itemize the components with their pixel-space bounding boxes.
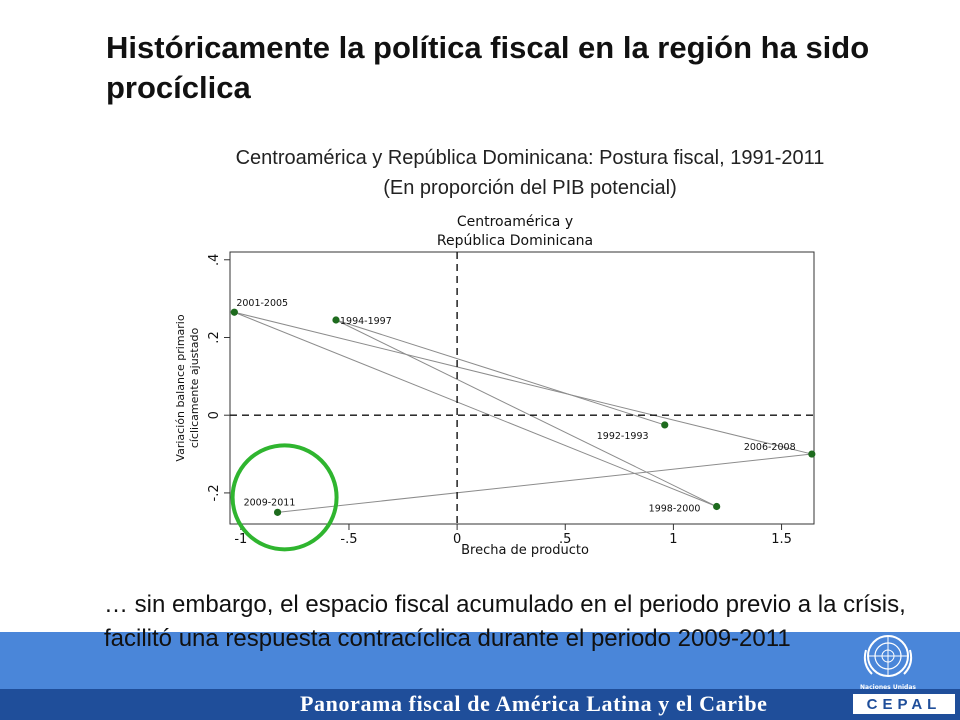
data-point xyxy=(332,316,340,324)
footer-bar xyxy=(0,689,960,720)
connection-line xyxy=(335,319,665,426)
data-point xyxy=(713,502,721,511)
y-tick-label: -.2 xyxy=(207,484,222,501)
data-point-label: 2001-2005 xyxy=(236,298,288,309)
x-tick-label: -.5 xyxy=(340,532,357,547)
scatter-chart: Centroamérica y República Dominicana -1-… xyxy=(174,214,816,558)
data-point-label: 1992-1993 xyxy=(597,431,649,442)
data-points: 1992-1993 1994-1997 1998-2000 2001-2005 2006… xyxy=(230,298,816,552)
un-emblem-icon: Naciones Unidas xyxy=(860,635,916,691)
y-tick-label: 0 xyxy=(207,411,222,419)
data-point xyxy=(661,421,669,429)
subtitle-line-1: Centroamérica y República Dominicana: Po… xyxy=(235,147,825,169)
data-point-label: 1994-1997 xyxy=(340,316,392,327)
chart-title-line-2: República Dominicana xyxy=(437,233,593,249)
plot-area xyxy=(229,251,815,525)
data-point xyxy=(808,450,816,458)
axis-ticks: -1 -.5 0 .5 1 1.5 -.2 0 .2 .4 xyxy=(207,254,792,547)
subtitle-line-2: (En proporción del PIB potencial) xyxy=(383,177,677,199)
y-axis-label-line-2: cíclicamente ajustado xyxy=(188,328,201,449)
connection-line xyxy=(335,319,717,507)
reference-lines xyxy=(230,252,814,524)
x-tick-label: .5 xyxy=(559,532,571,547)
slide-title: Históricamente la política fiscal en la … xyxy=(106,30,870,105)
data-point-label: 2006-2008 xyxy=(744,442,796,453)
connection-line xyxy=(234,311,717,507)
data-point-label: 2009-2011 xyxy=(244,497,296,508)
x-tick-label: 1 xyxy=(669,532,677,547)
data-point xyxy=(230,308,238,316)
chart-title-line-1: Centroamérica y xyxy=(457,214,573,230)
y-tick-label: .2 xyxy=(207,331,222,343)
chart-subtitle: Centroamérica y República Dominicana: Po… xyxy=(130,143,930,203)
highlight-circle xyxy=(230,443,339,552)
cepal-logo: CEPAL xyxy=(852,693,956,715)
x-tick-label: 1.5 xyxy=(771,532,792,547)
data-point-label: 1998-2000 xyxy=(649,504,701,515)
x-tick-label: -1 xyxy=(234,532,247,547)
x-tick-label: 0 xyxy=(453,532,461,547)
y-axis-label-line-1: Variación balance primario xyxy=(174,314,187,461)
connection-lines xyxy=(234,311,812,513)
connection-line xyxy=(277,453,812,513)
conclusion-text: … sin embargo, el espacio fiscal acumula… xyxy=(104,591,906,652)
y-tick-label: .4 xyxy=(207,254,222,266)
connection-line xyxy=(234,311,812,455)
data-point xyxy=(273,508,282,516)
un-emblem-label: Naciones Unidas xyxy=(860,684,916,691)
footer-title: Panorama fiscal de América Latina y el C… xyxy=(300,691,768,716)
x-axis-label: Brecha de producto xyxy=(461,543,589,558)
